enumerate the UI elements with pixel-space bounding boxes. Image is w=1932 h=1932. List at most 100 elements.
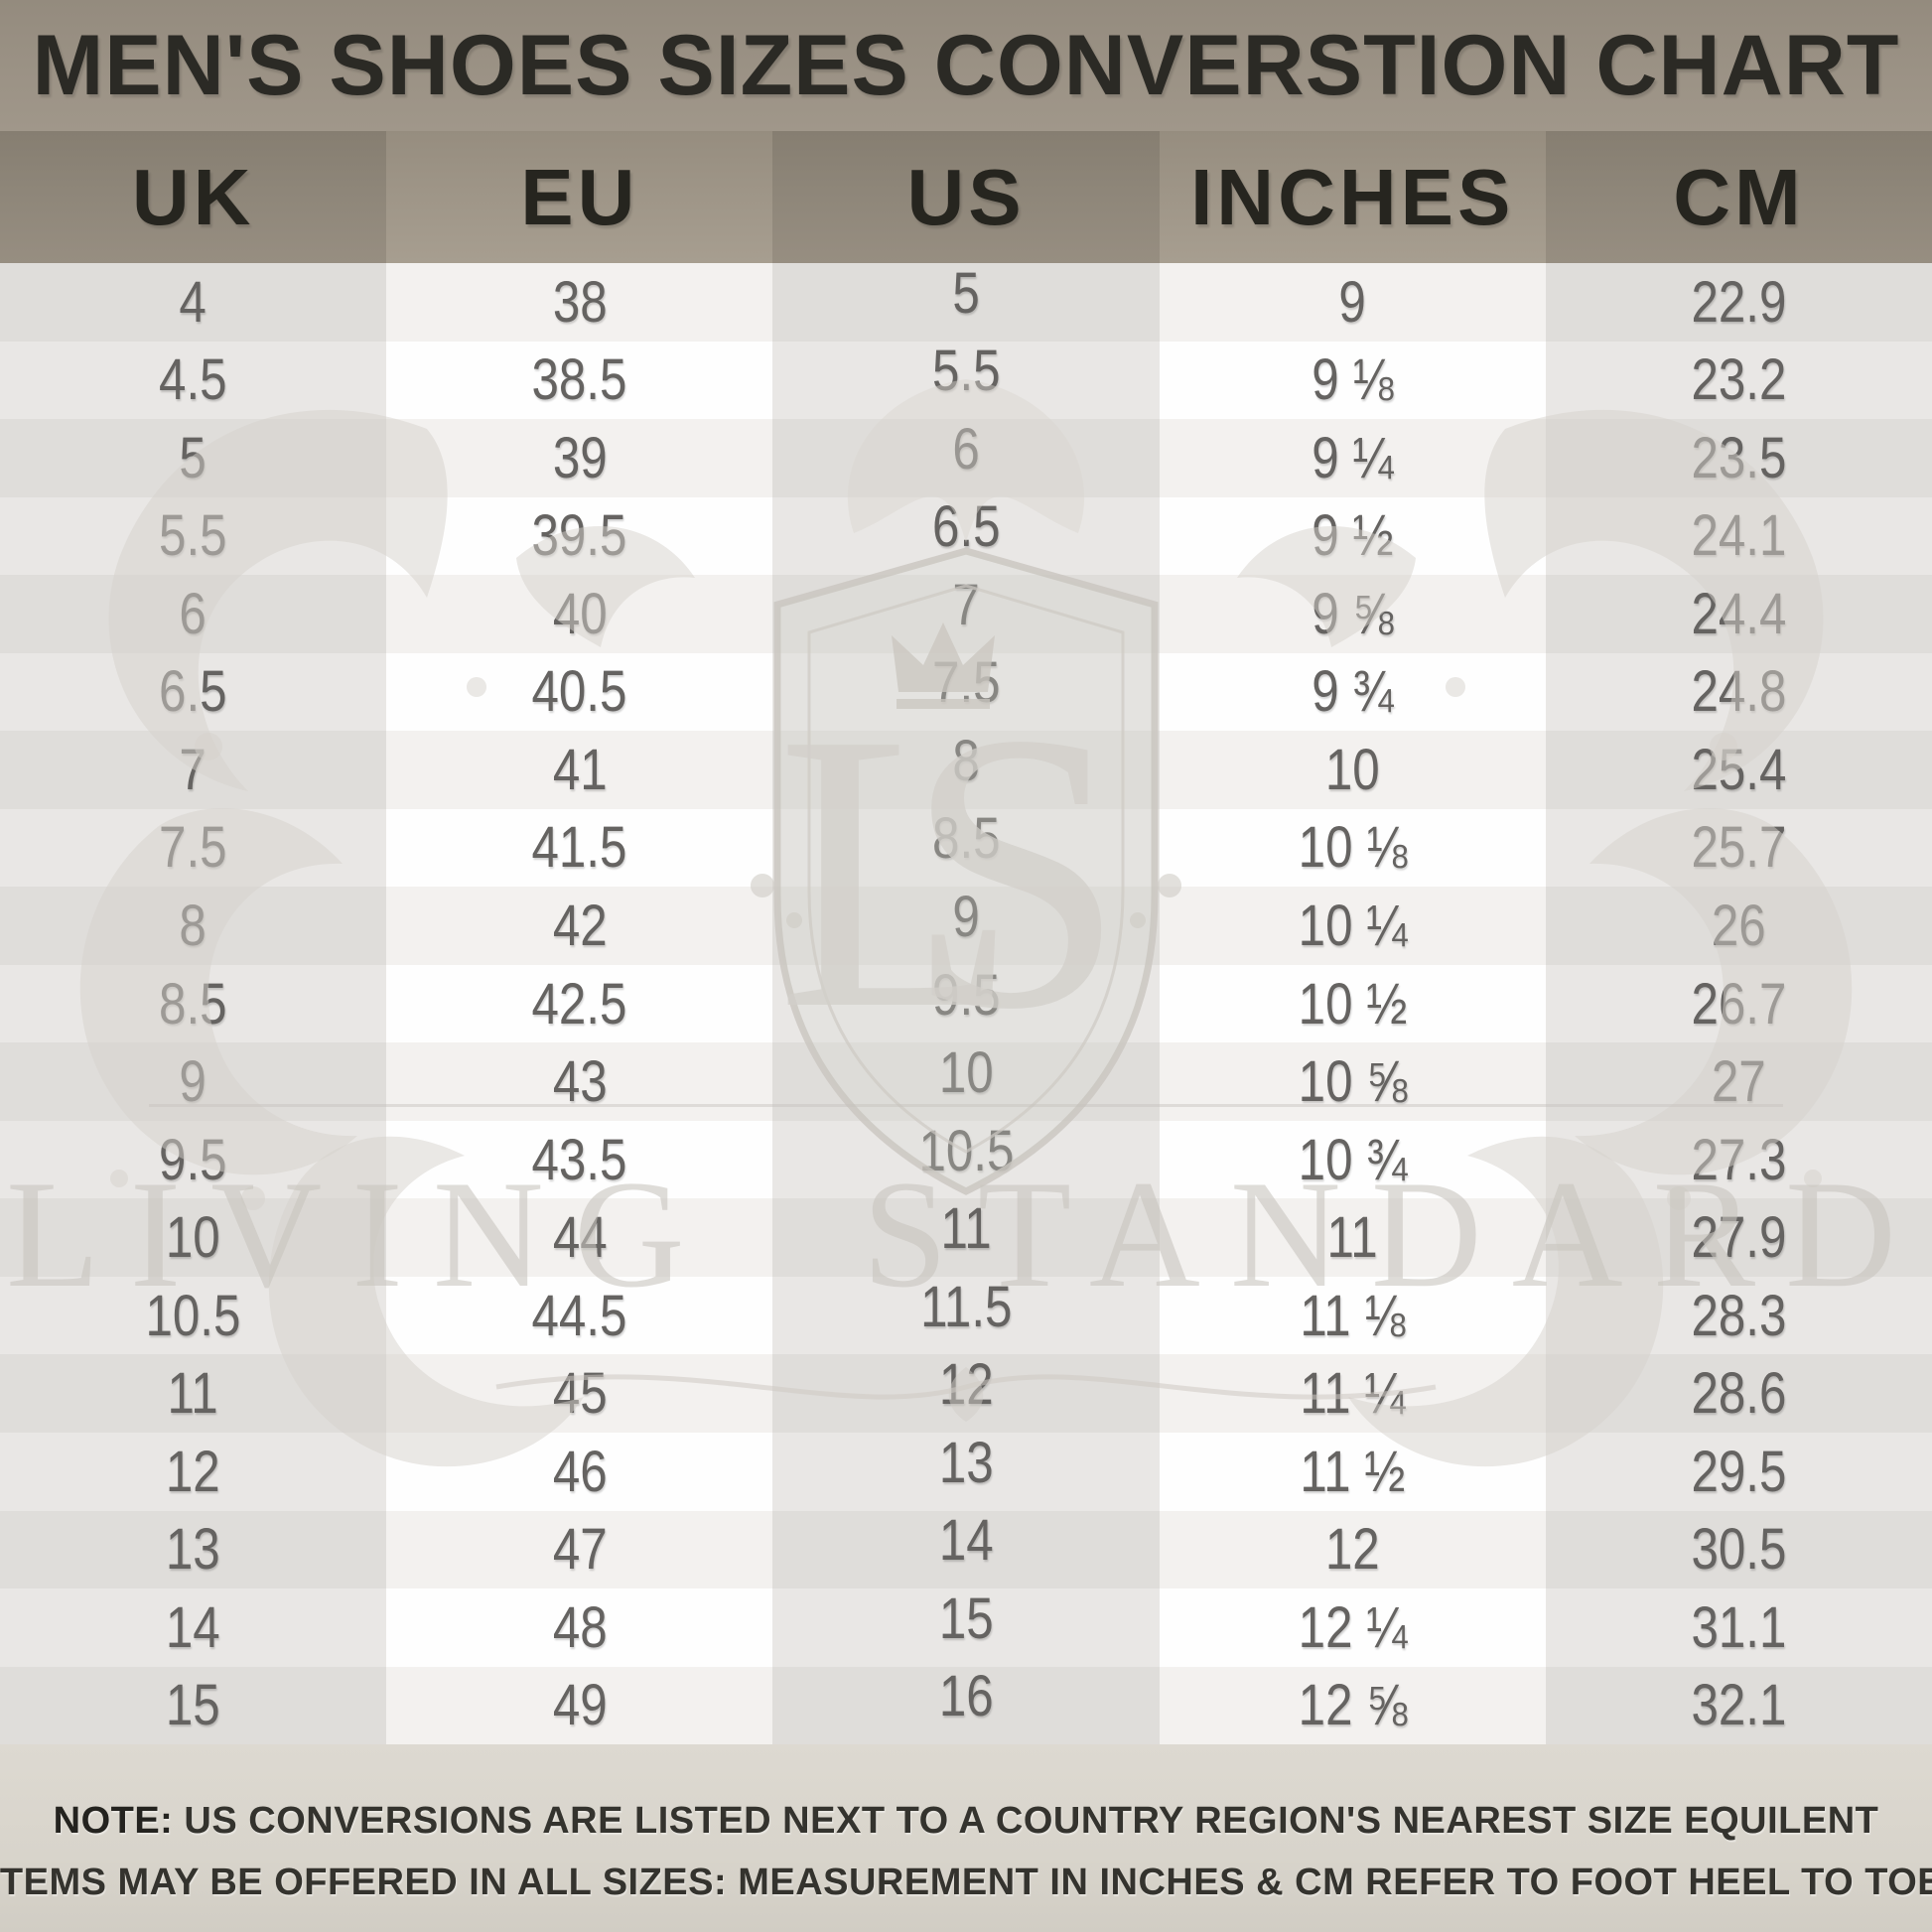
table-cell: 9 [772,885,1160,965]
cell-value: 9 ⅛ [1311,347,1394,413]
cell-value: 12 ⅝ [1298,1673,1408,1738]
table-cell: 8.5 [772,806,1160,888]
table-cell: 9.5 [772,962,1160,1043]
cell-value: 6.5 [931,494,1001,560]
table-cell: 6.5 [772,494,1160,576]
table-row: 9 43 10 10 ⅝ 27 [0,1040,1932,1121]
cell-value: 10 [938,1040,994,1106]
table-cell: 10.5 [772,1118,1160,1199]
table-cell: 46 [386,1432,773,1511]
column-header-label: UK [131,152,255,241]
table-cell: 4.5 [0,341,387,420]
cell-value: 11 ½ [1300,1439,1406,1504]
table-row: 6 40 7 9 ⅝ 24.4 [0,572,1932,653]
table-cell: 28.6 [1545,1354,1932,1433]
cell-value: 11 ⅛ [1300,1283,1406,1348]
cell-value: 9 ⅝ [1311,581,1394,646]
table-row: 14 48 15 12 ¼ 31.1 [0,1586,1932,1667]
cell-value: 41.5 [531,815,627,881]
cell-value: 14 [938,1508,994,1574]
table-cell: 15 [0,1666,387,1745]
table-cell: 47 [386,1510,773,1589]
table-row: 15 49 16 12 ⅝ 32.1 [0,1664,1932,1745]
column-header-inches: INCHES [1159,131,1546,263]
cell-value: 11 [940,1196,992,1262]
cell-value: 4 [179,269,207,335]
cell-value: 8.5 [931,806,1001,872]
table-cell: 39.5 [386,496,773,576]
cell-value: 10 [166,1205,221,1271]
table-cell: 26 [1545,887,1932,965]
table-cell: 44.5 [386,1276,773,1355]
table-cell: 44 [386,1198,773,1277]
cell-value: 22.9 [1691,269,1787,335]
cell-value: 27.9 [1691,1205,1787,1271]
cell-value: 26 [1711,894,1766,959]
table-cell: 11 ⅛ [1159,1276,1546,1355]
cell-value: 38 [552,269,608,335]
cell-value: 7 [952,572,980,637]
table-cell: 10 ½ [1159,964,1546,1043]
table-cell: 12 [1159,1510,1546,1589]
cell-value: 10 ½ [1298,971,1408,1036]
table-cell: 8 [772,728,1160,809]
cell-value: 6 [179,581,207,646]
table-cell: 45 [386,1354,773,1433]
cell-value: 24.8 [1691,659,1787,725]
note-line-1: NOTE: US CONVERSIONS ARE LISTED NEXT TO … [53,1799,1879,1842]
cell-value: 27 [1711,1049,1766,1115]
table-cell: 9 ⅛ [1159,341,1546,420]
cell-value: 15 [938,1586,994,1651]
table-cell: 12 [0,1432,387,1511]
table-cell: 6.5 [0,652,387,732]
table-cell: 24.8 [1545,652,1932,732]
table-cell: 5.5 [772,339,1160,420]
cell-value: 12 [166,1439,221,1504]
cell-value: 44 [552,1205,608,1271]
cell-value: 4.5 [159,347,227,413]
cell-value: 42.5 [531,971,627,1036]
table-cell: 10.5 [0,1276,387,1355]
table-cell: 40.5 [386,652,773,732]
table-row: 7.5 41.5 8.5 10 ⅛ 25.7 [0,806,1932,888]
cell-value: 42 [552,894,608,959]
cell-value: 23.5 [1691,425,1787,490]
cell-value: 8.5 [159,971,227,1036]
table-cell: 41.5 [386,808,773,888]
cell-value: 25.4 [1691,737,1787,802]
cell-value: 41 [552,737,608,802]
table-cell: 7.5 [772,650,1160,732]
cell-value: 25.7 [1691,815,1787,881]
cell-value: 9 ¼ [1311,425,1394,490]
table-cell: 27 [1545,1042,1932,1121]
table-cell: 6 [0,575,387,653]
table-cell: 5 [0,419,387,497]
table-row: 5 39 6 9 ¼ 23.5 [0,417,1932,497]
table-row: 6.5 40.5 7.5 9 ¾ 24.8 [0,650,1932,732]
table-cell: 13 [0,1510,387,1589]
cell-value: 9 ½ [1311,503,1394,569]
cell-value: 5 [179,425,207,490]
cell-value: 8 [952,728,980,793]
table-cell: 23.2 [1545,341,1932,420]
cell-value: 28.6 [1691,1361,1787,1427]
table-cell: 8 [0,887,387,965]
cell-value: 44.5 [531,1283,627,1348]
cell-value: 11 [1326,1205,1378,1271]
table-cell: 25.4 [1545,731,1932,809]
table-cell: 11 [1159,1198,1546,1277]
cell-value: 12 ¼ [1298,1594,1408,1660]
cell-value: 13 [166,1517,221,1583]
cell-value: 11 ¼ [1300,1361,1406,1427]
table-cell: 12 [772,1352,1160,1433]
cell-value: 39 [552,425,608,490]
table-cell: 23.5 [1545,419,1932,497]
column-header-uk: UK [0,131,387,263]
table-row: 11 45 12 11 ¼ 28.6 [0,1352,1932,1433]
table-cell: 9 ⅝ [1159,575,1546,653]
table-cell: 31.1 [1545,1588,1932,1667]
table-cell: 22.9 [1545,263,1932,342]
cell-value: 9.5 [931,962,1001,1028]
cell-value: 10.5 [918,1118,1014,1183]
